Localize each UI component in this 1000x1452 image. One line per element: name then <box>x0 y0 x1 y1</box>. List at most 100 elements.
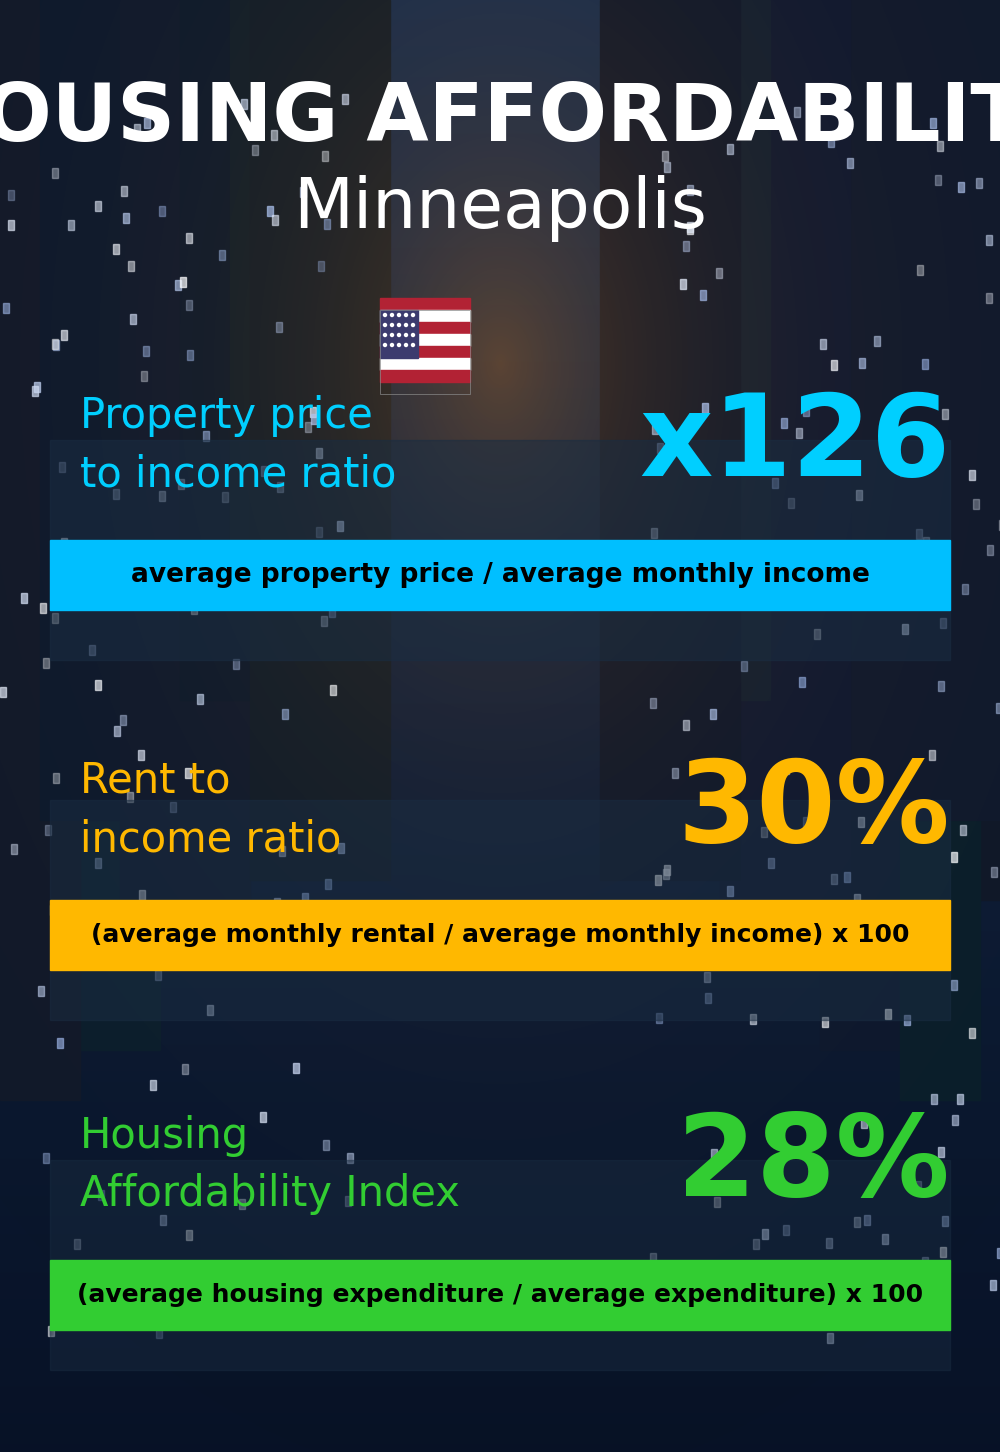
Circle shape <box>384 334 386 337</box>
Text: 28%: 28% <box>677 1109 950 1221</box>
Bar <box>347 1153 353 1163</box>
Bar <box>630 0 720 600</box>
Bar <box>175 280 181 290</box>
Bar <box>820 0 960 1050</box>
Bar <box>679 584 685 594</box>
Bar <box>923 537 929 547</box>
Bar <box>380 334 470 346</box>
Bar <box>864 1215 870 1225</box>
Bar <box>50 440 950 661</box>
Bar <box>180 0 290 700</box>
Circle shape <box>390 314 394 317</box>
Bar <box>380 322 470 334</box>
Bar <box>134 123 140 134</box>
Text: Minneapolis: Minneapolis <box>293 176 707 242</box>
Circle shape <box>404 314 408 317</box>
Bar <box>732 918 738 928</box>
Bar <box>130 314 136 324</box>
Bar <box>942 1215 948 1225</box>
Bar <box>276 322 282 333</box>
Bar <box>844 873 850 881</box>
Circle shape <box>398 344 400 347</box>
Bar <box>935 176 941 184</box>
Bar <box>34 382 40 392</box>
Bar <box>330 685 336 696</box>
Bar <box>782 572 788 582</box>
Bar <box>123 213 129 224</box>
Bar <box>986 235 992 245</box>
Bar <box>711 1149 717 1159</box>
Bar <box>783 764 789 774</box>
Bar <box>932 1273 938 1284</box>
Bar <box>720 0 850 950</box>
Bar <box>267 206 273 216</box>
Bar <box>345 1196 351 1207</box>
Bar <box>216 579 222 590</box>
Bar <box>276 544 282 555</box>
Bar <box>922 1257 928 1268</box>
Bar <box>831 874 837 884</box>
Bar <box>796 428 802 439</box>
Bar <box>271 131 277 139</box>
Bar <box>52 338 58 348</box>
Bar <box>282 709 288 719</box>
Bar <box>279 847 285 857</box>
Bar <box>687 222 693 232</box>
Bar <box>74 1239 80 1249</box>
Circle shape <box>412 314 415 317</box>
Bar <box>780 0 1000 900</box>
Bar <box>380 298 470 309</box>
Bar <box>882 1234 888 1244</box>
Bar <box>32 386 38 396</box>
Bar <box>814 629 820 639</box>
Bar <box>844 123 850 134</box>
Bar <box>702 404 708 412</box>
Bar <box>324 219 330 229</box>
Bar <box>45 825 51 835</box>
Bar <box>752 579 758 590</box>
Circle shape <box>412 334 415 337</box>
Bar <box>186 301 192 309</box>
Bar <box>940 1247 946 1257</box>
Bar <box>30 0 130 680</box>
Bar <box>969 1028 975 1038</box>
Bar <box>197 694 203 704</box>
Bar <box>915 1180 921 1191</box>
Bar <box>8 221 14 229</box>
Bar <box>249 902 255 910</box>
Bar <box>230 0 320 600</box>
Circle shape <box>390 324 394 327</box>
Bar <box>727 770 733 780</box>
Bar <box>650 1253 656 1263</box>
Bar <box>830 0 930 680</box>
Circle shape <box>412 344 415 347</box>
Bar <box>89 645 95 655</box>
Bar <box>783 1225 789 1236</box>
Bar <box>997 1249 1000 1257</box>
Bar <box>0 0 220 900</box>
Bar <box>951 980 957 990</box>
Bar <box>98 1191 104 1199</box>
Bar <box>0 0 80 1101</box>
Bar <box>228 1297 234 1305</box>
Text: (average housing expenditure / average expenditure) x 100: (average housing expenditure / average e… <box>77 1284 923 1307</box>
Bar <box>113 489 119 499</box>
Bar <box>764 588 770 598</box>
Bar <box>120 714 126 725</box>
Bar <box>820 338 826 348</box>
Bar <box>180 277 186 287</box>
Bar <box>219 591 225 601</box>
Bar <box>316 449 322 457</box>
Bar <box>900 942 906 953</box>
Bar <box>860 1311 866 1321</box>
Bar <box>323 1140 329 1150</box>
Bar <box>380 309 418 359</box>
Bar <box>272 215 278 225</box>
Bar <box>380 309 470 393</box>
Bar <box>799 677 805 687</box>
Bar <box>847 158 853 168</box>
Bar <box>828 136 834 147</box>
Bar <box>861 1118 867 1128</box>
Bar <box>95 200 101 211</box>
Bar <box>781 418 787 428</box>
